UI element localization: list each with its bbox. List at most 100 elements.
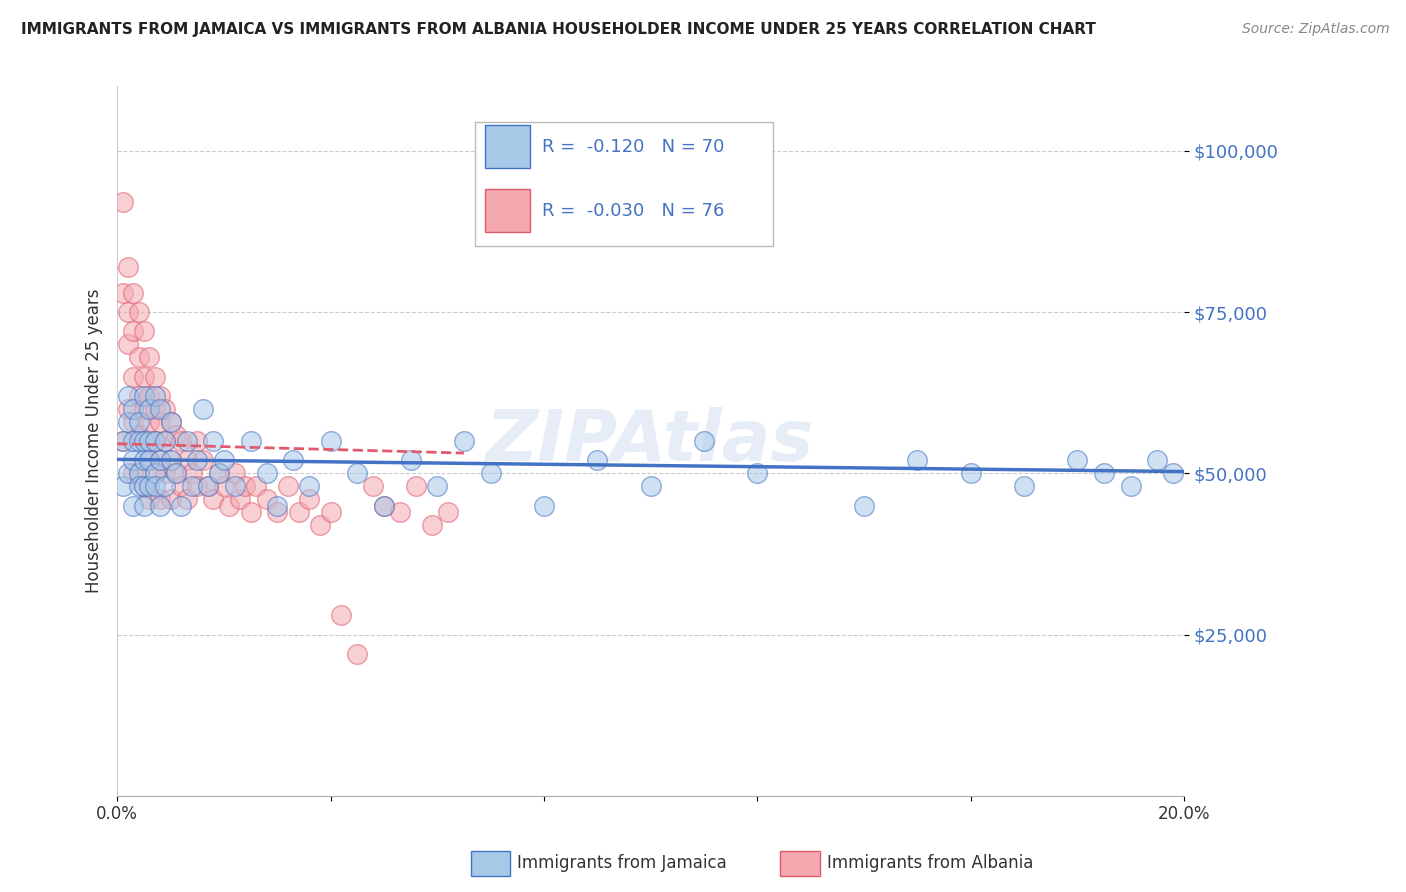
- Point: [533, 499, 555, 513]
- Point: [640, 479, 662, 493]
- Point: [138, 401, 160, 416]
- Point: [122, 415, 145, 429]
- Point: [128, 350, 150, 364]
- Point: [266, 505, 288, 519]
- Point: [207, 467, 229, 481]
- Y-axis label: Householder Income Under 25 years: Householder Income Under 25 years: [86, 289, 103, 593]
- Point: [176, 492, 198, 507]
- Text: IMMIGRANTS FROM JAMAICA VS IMMIGRANTS FROM ALBANIA HOUSEHOLDER INCOME UNDER 25 Y: IMMIGRANTS FROM JAMAICA VS IMMIGRANTS FR…: [21, 22, 1095, 37]
- Point: [1066, 453, 1088, 467]
- Point: [111, 479, 134, 493]
- Point: [176, 434, 198, 448]
- Point: [165, 427, 187, 442]
- Point: [176, 453, 198, 467]
- Point: [138, 479, 160, 493]
- Point: [159, 415, 181, 429]
- Point: [111, 285, 134, 300]
- Point: [132, 453, 155, 467]
- Point: [186, 434, 208, 448]
- Point: [747, 467, 769, 481]
- Point: [153, 467, 176, 481]
- Text: R =  -0.030   N = 76: R = -0.030 N = 76: [541, 202, 724, 219]
- Point: [159, 415, 181, 429]
- Point: [420, 517, 443, 532]
- Point: [693, 434, 716, 448]
- Point: [117, 467, 139, 481]
- Point: [117, 305, 139, 319]
- Point: [180, 479, 202, 493]
- Text: Immigrants from Jamaica: Immigrants from Jamaica: [517, 854, 727, 871]
- Point: [1119, 479, 1142, 493]
- Point: [426, 479, 449, 493]
- Point: [266, 499, 288, 513]
- Point: [128, 434, 150, 448]
- Point: [132, 369, 155, 384]
- Point: [224, 467, 246, 481]
- Point: [361, 479, 384, 493]
- Point: [319, 505, 342, 519]
- Point: [330, 608, 353, 623]
- Point: [159, 453, 181, 467]
- Point: [186, 453, 208, 467]
- Point: [122, 369, 145, 384]
- Point: [143, 434, 166, 448]
- Point: [143, 434, 166, 448]
- Point: [149, 492, 172, 507]
- Point: [128, 427, 150, 442]
- Point: [117, 389, 139, 403]
- Point: [1092, 467, 1115, 481]
- FancyBboxPatch shape: [485, 189, 530, 232]
- Point: [143, 389, 166, 403]
- Point: [143, 369, 166, 384]
- Point: [128, 479, 150, 493]
- Point: [153, 479, 176, 493]
- Point: [245, 479, 267, 493]
- Point: [132, 434, 155, 448]
- Point: [170, 434, 193, 448]
- Point: [143, 467, 166, 481]
- Point: [132, 479, 155, 493]
- Point: [132, 479, 155, 493]
- Point: [132, 389, 155, 403]
- Point: [202, 492, 225, 507]
- Point: [453, 434, 475, 448]
- Point: [122, 325, 145, 339]
- Text: Source: ZipAtlas.com: Source: ZipAtlas.com: [1241, 22, 1389, 37]
- Point: [122, 499, 145, 513]
- Point: [132, 499, 155, 513]
- Point: [298, 492, 321, 507]
- Point: [149, 415, 172, 429]
- Point: [122, 401, 145, 416]
- Point: [128, 415, 150, 429]
- Point: [191, 401, 214, 416]
- Point: [165, 467, 187, 481]
- Point: [128, 467, 150, 481]
- Point: [186, 479, 208, 493]
- Point: [309, 517, 332, 532]
- Point: [277, 479, 299, 493]
- Point: [165, 467, 187, 481]
- Point: [111, 434, 134, 448]
- Point: [122, 453, 145, 467]
- Point: [159, 492, 181, 507]
- Point: [138, 492, 160, 507]
- Point: [138, 453, 160, 467]
- Point: [212, 453, 235, 467]
- Point: [239, 434, 262, 448]
- Point: [239, 505, 262, 519]
- Point: [287, 505, 309, 519]
- Point: [153, 401, 176, 416]
- Point: [346, 647, 368, 661]
- Point: [143, 479, 166, 493]
- Point: [852, 499, 875, 513]
- Point: [346, 467, 368, 481]
- Point: [138, 453, 160, 467]
- Point: [122, 434, 145, 448]
- Point: [149, 453, 172, 467]
- Point: [128, 389, 150, 403]
- Point: [122, 285, 145, 300]
- Point: [159, 453, 181, 467]
- FancyBboxPatch shape: [485, 126, 530, 168]
- Point: [153, 434, 176, 448]
- Point: [212, 479, 235, 493]
